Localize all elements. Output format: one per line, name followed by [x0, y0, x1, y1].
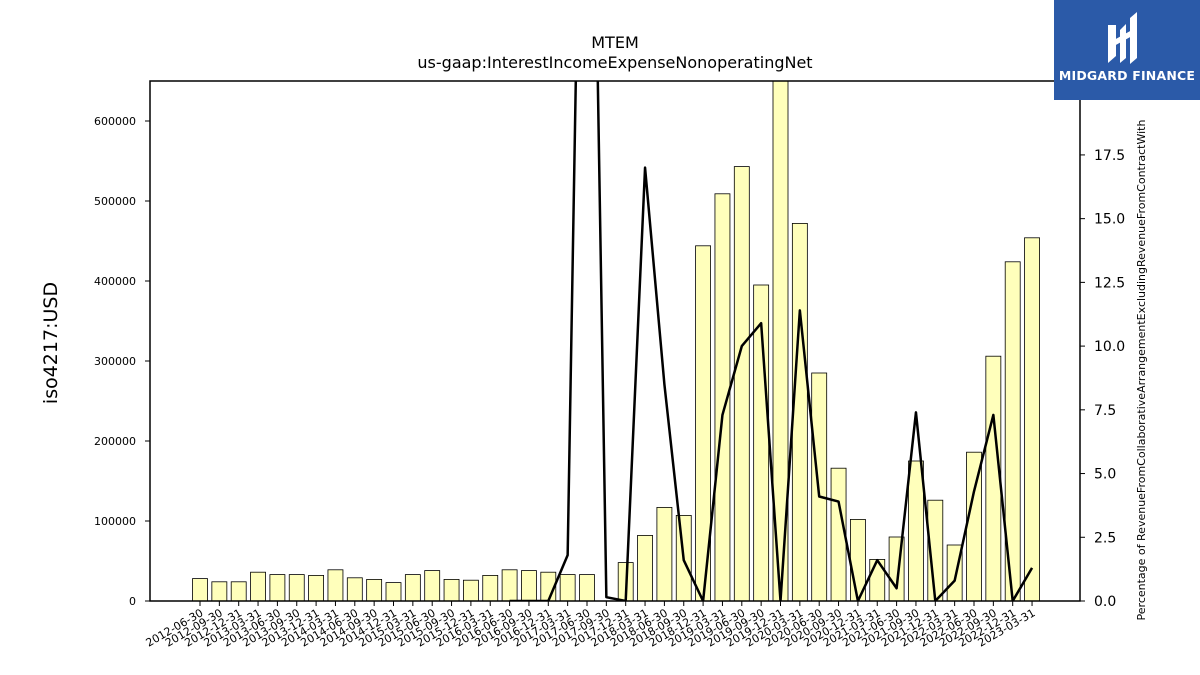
- bar: [908, 460, 924, 601]
- bar: [1004, 261, 1021, 601]
- bar: [501, 569, 518, 601]
- bar: [482, 575, 499, 601]
- bar: [269, 574, 286, 601]
- bar: [230, 581, 247, 601]
- y2-tick-label: 0.0: [1094, 594, 1116, 610]
- y2-tick-label: 5.0: [1094, 467, 1116, 483]
- y2-tick-label: 2.5: [1094, 530, 1116, 546]
- plot-frame: [149, 80, 1081, 602]
- bar: [288, 574, 305, 601]
- y2-axis-label: Percentage of RevenueFromCollaborativeAr…: [1135, 120, 1148, 621]
- line-series: [509, 81, 1034, 601]
- y2-tick-label: 7.5: [1094, 403, 1116, 419]
- bar: [521, 570, 537, 601]
- bar: [637, 535, 653, 601]
- logo-text: MIDGARD FINANCE: [1058, 68, 1196, 83]
- bar: [443, 579, 460, 601]
- bar: [985, 355, 1002, 601]
- y-tick-label: 200000: [94, 435, 136, 448]
- chart-title: MTEM: [591, 33, 639, 52]
- logo-mark-icon: [1108, 12, 1137, 64]
- bar: [656, 506, 673, 601]
- bar: [366, 579, 383, 601]
- bar: [211, 581, 228, 601]
- bar: [327, 569, 344, 601]
- bar: [192, 578, 208, 601]
- bar: [1024, 237, 1040, 601]
- bar: [791, 222, 808, 601]
- brand-logo: MIDGARD FINANCE: [1054, 0, 1200, 100]
- y-axis-label: iso4217:USD: [40, 282, 62, 404]
- y-tick-label: 600000: [94, 115, 136, 128]
- bar: [695, 245, 711, 601]
- bar-series: [192, 81, 1040, 601]
- y2-tick-label: 12.5: [1094, 275, 1125, 291]
- bar: [714, 193, 731, 601]
- bar: [579, 574, 595, 601]
- y-tick-label: 400000: [94, 275, 136, 288]
- y2-tick-label: 10.0: [1094, 339, 1125, 355]
- y2-tick-label: 15.0: [1094, 212, 1125, 228]
- bar: [462, 579, 479, 601]
- y2-tick-label: 17.5: [1094, 148, 1125, 164]
- bar: [250, 571, 266, 601]
- y-tick-label: 300000: [94, 355, 136, 368]
- y-tick-label: 0: [129, 595, 136, 608]
- bar: [404, 574, 421, 601]
- bar: [559, 574, 576, 601]
- series-line: [509, 81, 1034, 601]
- chart-subtitle: us-gaap:InterestIncomeExpenseNonoperatin…: [417, 53, 812, 72]
- y-tick-label: 100000: [94, 515, 136, 528]
- bar: [424, 570, 441, 601]
- bar: [772, 81, 789, 601]
- bar: [385, 582, 402, 601]
- bar: [733, 166, 750, 601]
- y-tick-label: 500000: [94, 195, 136, 208]
- bar: [346, 577, 363, 601]
- bar: [308, 575, 325, 601]
